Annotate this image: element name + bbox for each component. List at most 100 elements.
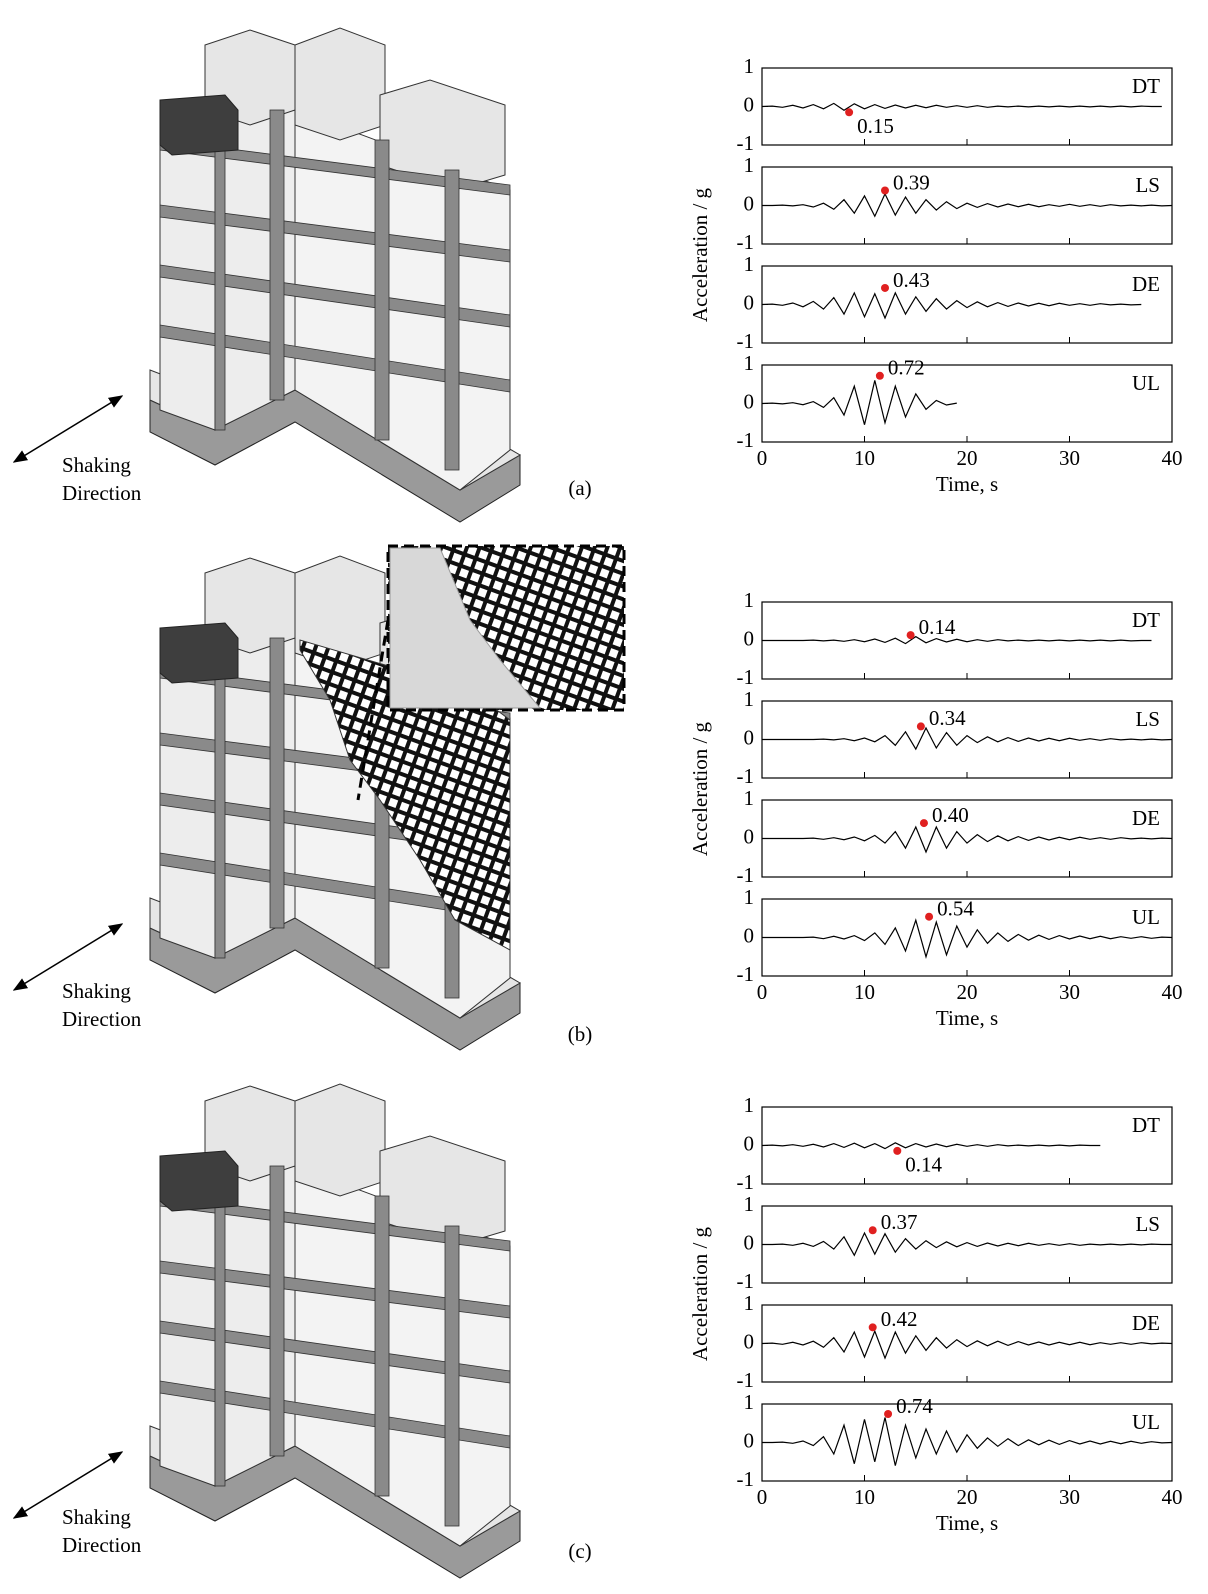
y-axis-title: Acceleration / g	[688, 1226, 712, 1361]
peak-label: 0.72	[888, 356, 925, 380]
peak-label: 0.74	[896, 1394, 933, 1418]
shaking-direction-label: Direction	[62, 1533, 142, 1557]
panel-label: (a)	[568, 476, 591, 500]
y-tick-label: 0	[744, 191, 755, 215]
shaking-direction-label: Shaking	[62, 1505, 131, 1529]
panel-label: (c)	[568, 1539, 591, 1563]
y-tick-label: 1	[744, 786, 755, 810]
x-tick-label: 20	[957, 446, 978, 470]
peak-marker	[893, 1147, 901, 1155]
peak-label: 0.54	[937, 897, 974, 921]
y-tick-label: 1	[744, 588, 755, 612]
peak-marker	[869, 1323, 877, 1331]
y-tick-label: 1	[744, 1291, 755, 1315]
series-name: UL	[1132, 1410, 1160, 1434]
peak-marker	[920, 819, 928, 827]
series-name: LS	[1135, 1212, 1160, 1236]
acceleration-trace	[762, 1418, 1172, 1466]
specimen-rendering	[14, 28, 520, 522]
y-tick-label: -1	[737, 1269, 755, 1293]
peak-label: 0.37	[881, 1210, 918, 1234]
peak-marker	[884, 1410, 892, 1418]
peak-label: 0.42	[881, 1307, 918, 1331]
y-tick-label: 0	[744, 824, 755, 848]
peak-marker	[907, 631, 915, 639]
x-axis-title: Time, s	[936, 1006, 998, 1030]
y-tick-label: 1	[744, 1390, 755, 1414]
y-tick-label: -1	[737, 665, 755, 689]
y-tick-label: 0	[744, 1329, 755, 1353]
subplot-frame	[762, 1107, 1172, 1184]
shaking-direction-label: Direction	[62, 1007, 142, 1031]
acceleration-trace	[762, 380, 957, 424]
x-tick-label: 30	[1059, 446, 1080, 470]
x-tick-label: 40	[1162, 980, 1183, 1004]
y-tick-label: 0	[744, 725, 755, 749]
acceleration-trace	[762, 637, 1152, 644]
x-tick-label: 0	[757, 980, 768, 1004]
series-name: DT	[1132, 608, 1160, 632]
y-tick-label: 0	[744, 923, 755, 947]
acceleration-trace	[762, 194, 1172, 216]
x-tick-label: 40	[1162, 446, 1183, 470]
x-tick-label: 0	[757, 446, 768, 470]
y-tick-label: -1	[737, 131, 755, 155]
y-tick-label: -1	[737, 329, 755, 353]
y-tick-label: -1	[737, 428, 755, 452]
x-tick-label: 20	[957, 980, 978, 1004]
y-tick-label: -1	[737, 1368, 755, 1392]
peak-label: 0.15	[857, 114, 894, 138]
peak-label: 0.14	[905, 1153, 942, 1177]
shaking-direction-label: Direction	[62, 481, 142, 505]
series-name: DT	[1132, 74, 1160, 98]
peak-label: 0.39	[893, 170, 930, 194]
y-tick-label: -1	[737, 863, 755, 887]
y-tick-label: 1	[744, 351, 755, 375]
y-tick-label: 1	[744, 1192, 755, 1216]
y-tick-label: 1	[744, 252, 755, 276]
acceleration-trace	[762, 827, 1172, 852]
y-tick-label: 0	[744, 389, 755, 413]
peak-marker	[925, 913, 933, 921]
y-tick-label: 1	[744, 54, 755, 78]
subplot-frame	[762, 365, 1172, 442]
x-tick-label: 20	[957, 1485, 978, 1509]
y-tick-label: 0	[744, 92, 755, 116]
acceleration-trace	[762, 920, 1172, 957]
acceleration-trace	[762, 1331, 1172, 1358]
y-tick-label: -1	[737, 764, 755, 788]
subplot-frame	[762, 167, 1172, 244]
acceleration-trace	[762, 1143, 1100, 1149]
series-name: DT	[1132, 1113, 1160, 1137]
peak-label: 0.40	[932, 803, 969, 827]
y-axis-title: Acceleration / g	[688, 187, 712, 322]
series-name: UL	[1132, 905, 1160, 929]
y-tick-label: -1	[737, 1467, 755, 1491]
y-tick-label: 0	[744, 290, 755, 314]
y-tick-label: 1	[744, 153, 755, 177]
x-tick-label: 40	[1162, 1485, 1183, 1509]
panel-label: (b)	[568, 1022, 593, 1046]
acceleration-trace	[762, 728, 1172, 749]
peak-marker	[876, 372, 884, 380]
peak-label: 0.14	[919, 615, 956, 639]
y-tick-label: 0	[744, 626, 755, 650]
peak-marker	[881, 186, 889, 194]
peak-marker	[917, 722, 925, 730]
peak-marker	[881, 284, 889, 292]
x-axis-title: Time, s	[936, 472, 998, 496]
subplot-frame	[762, 1404, 1172, 1481]
x-tick-label: 0	[757, 1485, 768, 1509]
y-tick-label: 0	[744, 1428, 755, 1452]
shaking-direction-label: Shaking	[62, 453, 131, 477]
shaking-direction-label: Shaking	[62, 979, 131, 1003]
series-name: DE	[1132, 1311, 1160, 1335]
x-tick-label: 30	[1059, 980, 1080, 1004]
acceleration-trace	[762, 1233, 1172, 1255]
subplot-frame	[762, 1305, 1172, 1382]
y-tick-label: 0	[744, 1230, 755, 1254]
y-tick-label: -1	[737, 962, 755, 986]
peak-marker	[869, 1226, 877, 1234]
series-name: UL	[1132, 371, 1160, 395]
acceleration-trace	[762, 103, 1162, 110]
